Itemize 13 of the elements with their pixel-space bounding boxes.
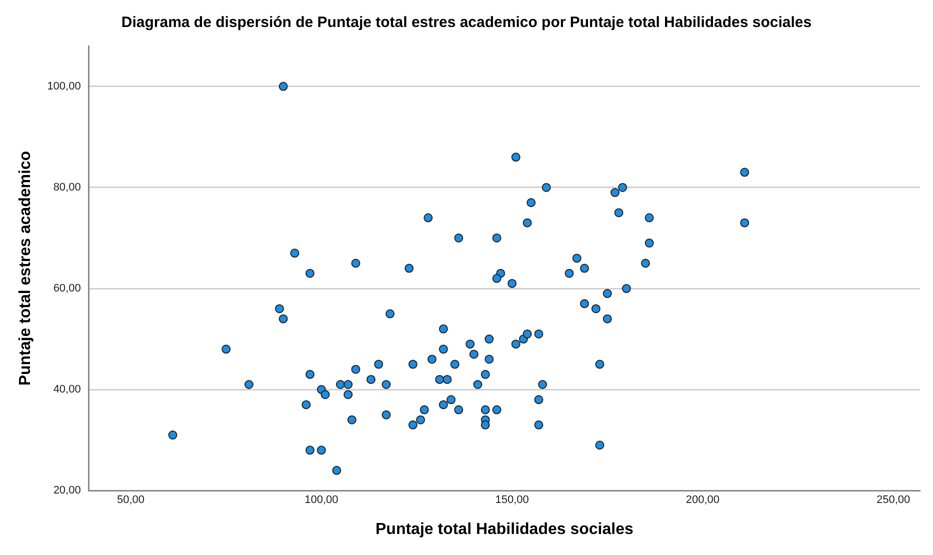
y-tick-label: 100,00 — [47, 80, 81, 92]
x-tick-label: 50,00 — [117, 494, 145, 506]
y-tick-label: 40,00 — [53, 384, 81, 396]
y-axis-title: Puntaje total estres academico — [17, 150, 34, 386]
x-tick-label: 250,00 — [876, 494, 910, 506]
x-tick-label: 150,00 — [495, 494, 529, 506]
x-tick-label: 100,00 — [304, 494, 338, 506]
x-tick-label: 200,00 — [686, 494, 720, 506]
x-axis-title: Puntaje total Habilidades sociales — [375, 520, 634, 538]
y-tick-label: 60,00 — [53, 282, 81, 295]
y-tick-label: 20,00 — [53, 484, 81, 497]
chart-title: Diagrama de dispersión de Puntaje total estres academico por Puntaje total Habilidades sociales — [121, 14, 812, 32]
y-tick-label: 80,00 — [53, 181, 81, 194]
